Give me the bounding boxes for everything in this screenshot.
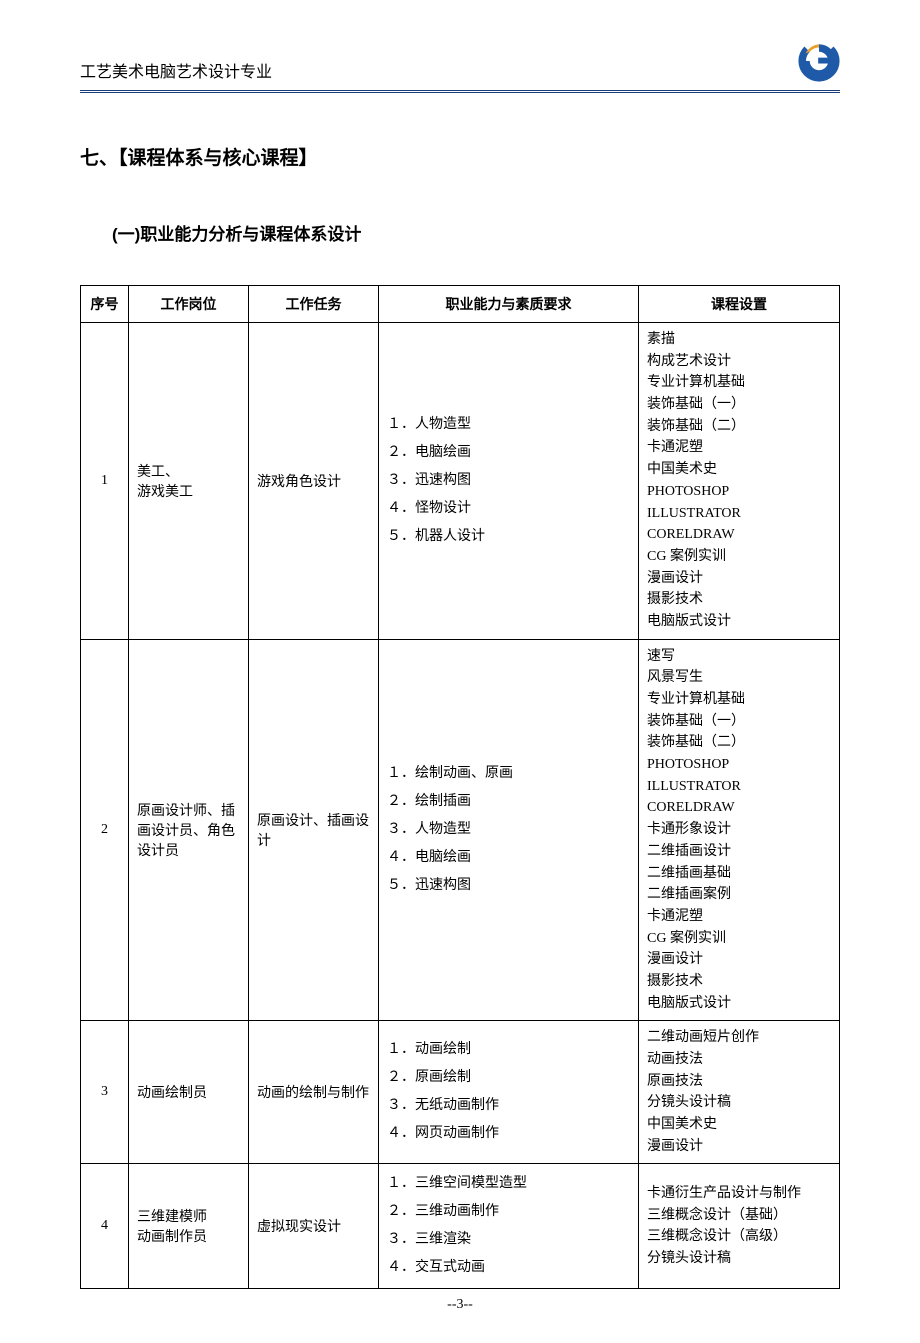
- table-row: 4三维建模师 动画制作员虚拟现实设计１．三维空间模型造型２．三维动画制作３．三维…: [81, 1164, 840, 1289]
- requirement-item: ３．无纸动画制作: [387, 1092, 630, 1120]
- th-task: 工作任务: [249, 286, 379, 323]
- course-item: 二维插画设计: [647, 841, 831, 863]
- requirement-item: ５．迅速构图: [387, 872, 630, 900]
- course-item: 风景写生: [647, 667, 831, 689]
- requirement-item: ２．原画绘制: [387, 1064, 630, 1092]
- course-item: 分镜头设计稿: [647, 1248, 831, 1270]
- th-seq: 序号: [81, 286, 129, 323]
- course-item: 二维插画基础: [647, 863, 831, 885]
- th-req: 职业能力与素质要求: [379, 286, 639, 323]
- requirement-item: ４．网页动画制作: [387, 1120, 630, 1148]
- course-item: PHOTOSHOP: [647, 481, 831, 503]
- cell-job: 动画绘制员: [129, 1021, 249, 1164]
- course-item: 电脑版式设计: [647, 993, 831, 1015]
- requirement-item: ４．交互式动画: [387, 1254, 630, 1282]
- th-course: 课程设置: [639, 286, 840, 323]
- course-item: CORELDRAW: [647, 797, 831, 819]
- cell-task: 虚拟现实设计: [249, 1164, 379, 1289]
- table-row: 1美工、 游戏美工游戏角色设计１．人物造型２．电脑绘画３．迅速构图４．怪物设计５…: [81, 323, 840, 640]
- cell-requirements: １．三维空间模型造型２．三维动画制作３．三维渲染４．交互式动画: [379, 1164, 639, 1289]
- requirement-item: ３．人物造型: [387, 816, 630, 844]
- course-item: 漫画设计: [647, 568, 831, 590]
- table-header-row: 序号 工作岗位 工作任务 职业能力与素质要求 课程设置: [81, 286, 840, 323]
- cell-task: 动画的绘制与制作: [249, 1021, 379, 1164]
- requirement-item: １．三维空间模型造型: [387, 1170, 630, 1198]
- requirement-item: １．人物造型: [387, 411, 630, 439]
- cell-task: 原画设计、插画设计: [249, 639, 379, 1021]
- header-title: 工艺美术电脑艺术设计专业: [80, 58, 272, 82]
- table-row: 2原画设计师、插画设计员、角色设计员原画设计、插画设计１．绘制动画、原画２．绘制…: [81, 639, 840, 1021]
- course-item: PHOTOSHOP: [647, 754, 831, 776]
- course-item: 速写: [647, 646, 831, 668]
- course-item: 装饰基础（一）: [647, 711, 831, 733]
- page-number: --3--: [80, 1297, 840, 1313]
- cell-job: 美工、 游戏美工: [129, 323, 249, 640]
- cell-requirements: １．动画绘制２．原画绘制３．无纸动画制作４．网页动画制作: [379, 1021, 639, 1164]
- course-item: 中国美术史: [647, 459, 831, 481]
- cell-requirements: １．绘制动画、原画２．绘制插画３．人物造型４．电脑绘画５．迅速构图: [379, 639, 639, 1021]
- requirement-item: ３．三维渲染: [387, 1226, 630, 1254]
- cell-seq: 1: [81, 323, 129, 640]
- course-item: 二维插画案例: [647, 884, 831, 906]
- course-item: 构成艺术设计: [647, 351, 831, 373]
- course-item: CG 案例实训: [647, 546, 831, 568]
- course-item: 卡通形象设计: [647, 819, 831, 841]
- course-item: 三维概念设计（基础）: [647, 1205, 831, 1227]
- course-item: CORELDRAW: [647, 524, 831, 546]
- course-item: 卡通衍生产品设计与制作: [647, 1183, 831, 1205]
- subsection-title: (一)职业能力分析与课程体系设计: [112, 220, 840, 245]
- course-item: 素描: [647, 329, 831, 351]
- course-item: 专业计算机基础: [647, 372, 831, 394]
- cell-seq: 2: [81, 639, 129, 1021]
- course-item: 动画技法: [647, 1049, 831, 1071]
- requirement-item: ２．绘制插画: [387, 788, 630, 816]
- cell-job: 原画设计师、插画设计员、角色设计员: [129, 639, 249, 1021]
- requirement-item: ３．迅速构图: [387, 467, 630, 495]
- requirement-item: ２．电脑绘画: [387, 439, 630, 467]
- course-item: ILLUSTRATOR: [647, 503, 831, 525]
- course-item: ILLUSTRATOR: [647, 776, 831, 798]
- course-item: 装饰基础（二）: [647, 732, 831, 754]
- cell-requirements: １．人物造型２．电脑绘画３．迅速构图４．怪物设计５．机器人设计: [379, 323, 639, 640]
- cell-courses: 素描构成艺术设计专业计算机基础装饰基础（一）装饰基础（二）卡通泥塑中国美术史PH…: [639, 323, 840, 640]
- table-row: 3动画绘制员动画的绘制与制作１．动画绘制２．原画绘制３．无纸动画制作４．网页动画…: [81, 1021, 840, 1164]
- course-item: 卡通泥塑: [647, 437, 831, 459]
- course-item: 装饰基础（二）: [647, 416, 831, 438]
- course-item: 分镜头设计稿: [647, 1092, 831, 1114]
- course-item: 漫画设计: [647, 1136, 831, 1158]
- course-item: 二维动画短片创作: [647, 1027, 831, 1049]
- course-item: 电脑版式设计: [647, 611, 831, 633]
- cell-seq: 4: [81, 1164, 129, 1289]
- course-item: 三维概念设计（高级）: [647, 1226, 831, 1248]
- course-item: 摄影技术: [647, 971, 831, 993]
- logo-icon: [798, 40, 840, 82]
- requirement-item: ２．三维动画制作: [387, 1198, 630, 1226]
- course-item: 原画技法: [647, 1071, 831, 1093]
- th-job: 工作岗位: [129, 286, 249, 323]
- curriculum-table: 序号 工作岗位 工作任务 职业能力与素质要求 课程设置 1美工、 游戏美工游戏角…: [80, 285, 840, 1289]
- course-item: 装饰基础（一）: [647, 394, 831, 416]
- course-item: 中国美术史: [647, 1114, 831, 1136]
- cell-seq: 3: [81, 1021, 129, 1164]
- requirement-item: １．动画绘制: [387, 1036, 630, 1064]
- course-item: 漫画设计: [647, 949, 831, 971]
- cell-job: 三维建模师 动画制作员: [129, 1164, 249, 1289]
- cell-task: 游戏角色设计: [249, 323, 379, 640]
- course-item: CG 案例实训: [647, 928, 831, 950]
- table-body: 1美工、 游戏美工游戏角色设计１．人物造型２．电脑绘画３．迅速构图４．怪物设计５…: [81, 323, 840, 1289]
- course-item: 卡通泥塑: [647, 906, 831, 928]
- page-header: 工艺美术电脑艺术设计专业: [80, 40, 840, 82]
- requirement-item: １．绘制动画、原画: [387, 760, 630, 788]
- course-item: 专业计算机基础: [647, 689, 831, 711]
- cell-courses: 卡通衍生产品设计与制作三维概念设计（基础）三维概念设计（高级）分镜头设计稿: [639, 1164, 840, 1289]
- course-item: 摄影技术: [647, 589, 831, 611]
- requirement-item: ４．电脑绘画: [387, 844, 630, 872]
- cell-courses: 二维动画短片创作动画技法原画技法分镜头设计稿中国美术史漫画设计: [639, 1021, 840, 1164]
- header-divider: [80, 90, 840, 93]
- requirement-item: ４．怪物设计: [387, 495, 630, 523]
- section-title: 七、【课程体系与核心课程】: [80, 143, 840, 170]
- requirement-item: ５．机器人设计: [387, 523, 630, 551]
- cell-courses: 速写风景写生专业计算机基础装饰基础（一）装饰基础（二）PHOTOSHOPILLU…: [639, 639, 840, 1021]
